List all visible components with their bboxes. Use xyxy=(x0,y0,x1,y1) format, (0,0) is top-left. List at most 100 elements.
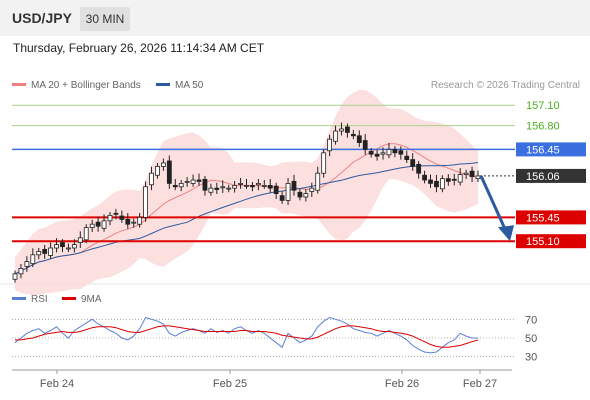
candle-body-50 xyxy=(309,187,315,192)
candle-body-52 xyxy=(321,152,327,174)
chart-timestamp: Thursday, February 26, 2026 11:14:34 AM … xyxy=(13,41,265,55)
candle-body-43 xyxy=(267,185,273,189)
legend-ma50-label: MA 50 xyxy=(175,80,204,91)
9ma-swatch xyxy=(62,296,76,300)
ma20-swatch xyxy=(12,82,26,86)
candle-body-74 xyxy=(451,178,457,181)
candle-body-46 xyxy=(285,182,291,201)
candle-body-15 xyxy=(101,220,107,229)
candle-body-24 xyxy=(155,165,160,176)
candle-body-42 xyxy=(261,185,267,187)
x-tick-label-3: Feb 27 xyxy=(463,378,497,390)
legend-rsi-label: RSI xyxy=(31,294,48,305)
forecast-arrow-line xyxy=(479,175,508,232)
candle-body-22 xyxy=(143,186,148,218)
candle-body-60 xyxy=(368,151,374,155)
candle-body-58 xyxy=(356,135,362,144)
candle-body-77 xyxy=(469,170,475,178)
level-label-2: 156.45 xyxy=(526,144,560,156)
x-tick-label-2: Feb 26 xyxy=(385,378,419,390)
candle-body-76 xyxy=(463,172,469,175)
candle-body-49 xyxy=(303,193,309,198)
candle-body-28 xyxy=(178,182,184,188)
candle-body-29 xyxy=(184,180,190,183)
candle-body-2 xyxy=(24,261,30,267)
candle-body-6 xyxy=(48,247,54,256)
top-bar: USD/JPY 30 MIN xyxy=(0,0,590,36)
candle-body-25 xyxy=(160,162,166,167)
candle-body-73 xyxy=(445,178,451,182)
candle-body-48 xyxy=(297,191,303,198)
support-badge-4 xyxy=(516,210,586,225)
candle-body-70 xyxy=(428,179,433,184)
level-label-4: 155.45 xyxy=(526,212,560,224)
timeframe-tab[interactable]: 30 MIN xyxy=(80,7,130,31)
candle-body-23 xyxy=(149,172,154,186)
candle-body-40 xyxy=(250,185,255,188)
candle-body-71 xyxy=(434,180,439,188)
level-label-3: 156.06 xyxy=(526,171,560,183)
candle-body-78 xyxy=(475,175,481,180)
candle-body-51 xyxy=(315,172,321,191)
copyright-notice: Research © 2026 Trading Central xyxy=(430,80,580,91)
rsi-tick-label-1: 50 xyxy=(525,333,537,345)
bollinger-band xyxy=(15,89,478,296)
candle-body-68 xyxy=(416,163,422,174)
candle-body-3 xyxy=(30,254,36,265)
candle-body-13 xyxy=(89,223,95,228)
legend-9ma-label: 9MA xyxy=(81,294,102,305)
candle-body-55 xyxy=(339,128,344,132)
candle-body-37 xyxy=(232,185,238,189)
candle-body-11 xyxy=(77,237,83,243)
candle-body-65 xyxy=(398,150,404,155)
symbol-label: USD/JPY xyxy=(12,10,72,26)
candle-body-7 xyxy=(54,244,59,249)
rsi-tick-label-0: 70 xyxy=(525,314,537,326)
candle-body-45 xyxy=(279,195,285,201)
legend-ma20: MA 20 + Bollinger Bands xyxy=(12,80,141,91)
candle-body-75 xyxy=(457,174,463,183)
candle-body-63 xyxy=(386,148,392,156)
candle-body-30 xyxy=(190,179,196,184)
candle-body-0 xyxy=(12,273,18,280)
last-price-badge xyxy=(516,168,586,183)
x-tick-label-1: Feb 25 xyxy=(213,378,247,390)
candle-body-20 xyxy=(131,221,137,224)
candle-body-16 xyxy=(107,214,113,222)
rsi-series-9ma xyxy=(15,325,479,348)
candle-body-56 xyxy=(345,126,350,133)
candle-body-8 xyxy=(60,242,65,248)
candle-body-4 xyxy=(36,250,42,256)
candle-body-36 xyxy=(226,187,232,190)
candle-body-12 xyxy=(83,227,89,241)
candle-body-67 xyxy=(410,159,416,167)
candle-body-44 xyxy=(273,185,279,194)
candle-body-27 xyxy=(172,185,178,188)
candle-body-19 xyxy=(125,219,131,225)
candle-body-57 xyxy=(350,134,356,137)
candle-body-61 xyxy=(374,153,380,157)
candle-body-35 xyxy=(220,186,226,189)
candle-body-5 xyxy=(42,248,48,254)
ma50-swatch xyxy=(156,82,170,86)
candle-body-62 xyxy=(380,152,386,155)
legend-rsi: RSI xyxy=(12,294,48,305)
candle-body-47 xyxy=(291,180,297,191)
candle-body-59 xyxy=(362,140,368,150)
candle-body-38 xyxy=(238,182,243,185)
candle-body-17 xyxy=(113,212,119,215)
candles xyxy=(12,122,481,283)
level-label-5: 155.10 xyxy=(526,236,560,248)
candle-body-72 xyxy=(439,178,445,190)
candle-body-33 xyxy=(208,187,214,193)
level-label-0: 157.10 xyxy=(526,100,560,112)
candle-body-53 xyxy=(327,138,333,152)
pivot-badge xyxy=(516,142,586,157)
ma50-line xyxy=(14,162,479,275)
candle-body-1 xyxy=(18,267,24,275)
candle-body-31 xyxy=(196,179,202,182)
candle-body-64 xyxy=(392,148,398,154)
candle-body-10 xyxy=(71,244,77,249)
legend-ma20-label: MA 20 + Bollinger Bands xyxy=(31,80,141,91)
